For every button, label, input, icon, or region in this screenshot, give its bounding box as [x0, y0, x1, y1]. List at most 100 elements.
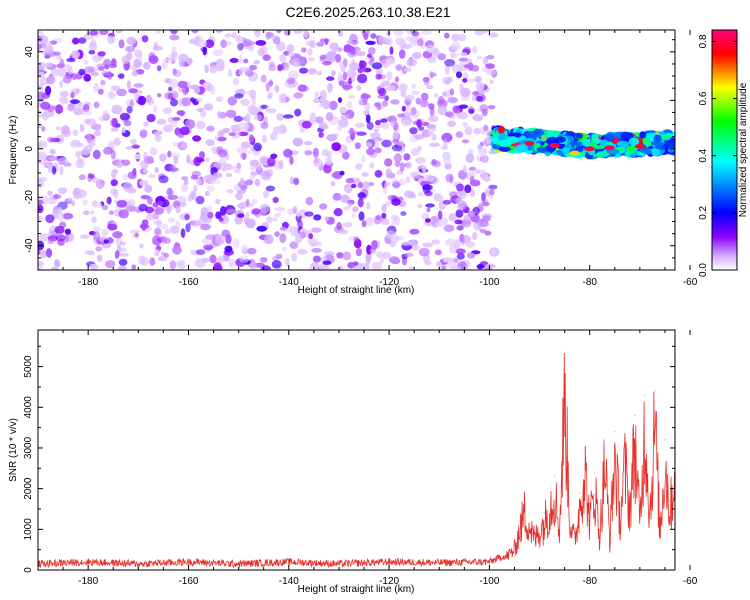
snr-point	[523, 500, 526, 502]
noise-speckle	[442, 91, 447, 97]
noise-speckle	[332, 192, 342, 201]
snr-point	[604, 439, 606, 441]
signal-blob	[591, 133, 599, 142]
noise-speckle	[170, 30, 178, 35]
noise-speckle	[146, 113, 156, 123]
signal-blob	[555, 136, 567, 143]
noise-speckle	[420, 92, 429, 102]
snr-point	[288, 561, 290, 563]
noise-speckle	[408, 240, 416, 247]
noise-speckle	[349, 127, 354, 135]
noise-speckle	[358, 98, 364, 107]
noise-speckle	[53, 51, 61, 56]
noise-speckle	[307, 57, 315, 62]
noise-speckle	[277, 64, 283, 72]
noise-speckle	[437, 210, 443, 220]
noise-speckle	[94, 124, 102, 131]
noise-speckle	[78, 37, 87, 44]
noise-speckle	[101, 228, 109, 237]
noise-speckle	[428, 128, 435, 136]
y-tick-label: 20	[24, 94, 35, 106]
noise-speckle	[234, 93, 244, 99]
noise-speckle	[56, 211, 65, 221]
noise-speckle	[374, 141, 380, 150]
noise-speckle	[319, 203, 328, 210]
signal-blob	[491, 137, 499, 145]
noise-speckle	[482, 215, 491, 222]
noise-speckle	[312, 147, 319, 158]
noise-speckle	[75, 142, 84, 148]
noise-speckle	[474, 76, 482, 83]
noise-speckle	[455, 131, 464, 139]
noise-speckle	[237, 43, 244, 51]
noise-speckle	[245, 198, 250, 207]
noise-speckle	[442, 76, 452, 85]
noise-speckle	[139, 129, 148, 139]
noise-speckle	[450, 265, 461, 270]
noise-speckle	[149, 147, 158, 156]
noise-speckle	[468, 108, 475, 114]
noise-speckle	[330, 181, 336, 187]
noise-speckle	[85, 118, 97, 126]
y-tick-label: -40	[24, 238, 35, 253]
noise-speckle	[99, 30, 109, 36]
noise-speckle	[365, 217, 374, 227]
noise-speckle	[390, 120, 396, 127]
noise-speckle	[410, 106, 417, 116]
noise-speckle	[38, 71, 45, 79]
noise-speckle	[216, 257, 224, 264]
noise-speckle	[134, 232, 139, 238]
noise-speckle	[255, 40, 267, 46]
noise-speckle	[67, 197, 73, 202]
noise-speckle	[410, 147, 420, 156]
noise-speckle	[394, 121, 399, 132]
noise-speckle	[301, 120, 312, 129]
noise-speckle	[209, 65, 218, 74]
noise-speckle	[272, 217, 278, 222]
signal-blob	[667, 147, 675, 153]
noise-speckle	[332, 42, 339, 53]
snr-point	[513, 544, 516, 547]
noise-speckle	[313, 214, 322, 221]
noise-speckle	[485, 63, 495, 69]
noise-speckle	[391, 144, 403, 152]
noise-speckle	[443, 155, 452, 165]
noise-speckle	[228, 132, 236, 137]
noise-speckle	[365, 255, 371, 265]
noise-speckle	[453, 258, 459, 264]
noise-speckle	[340, 194, 350, 203]
noise-speckle	[205, 139, 215, 147]
noise-speckle	[385, 230, 396, 239]
noise-speckle	[182, 85, 189, 95]
noise-speckle	[324, 157, 333, 166]
noise-speckle	[56, 54, 62, 61]
noise-speckle	[38, 215, 44, 222]
noise-speckle	[411, 83, 417, 90]
noise-speckle	[292, 206, 298, 214]
noise-speckle	[190, 97, 195, 103]
noise-speckle	[361, 220, 367, 228]
y-tick-label: 0	[24, 146, 35, 152]
signal-peak	[604, 145, 615, 151]
noise-speckle	[214, 135, 219, 141]
noise-speckle	[203, 244, 214, 251]
noise-speckle	[342, 71, 348, 81]
noise-speckle	[359, 60, 364, 70]
x-tick-label: -140	[279, 277, 299, 288]
noise-speckle	[270, 34, 277, 40]
signal-blob	[639, 148, 651, 153]
noise-speckle	[112, 168, 119, 175]
signal-blob	[628, 137, 640, 146]
noise-speckle	[358, 211, 365, 221]
noise-speckle	[148, 173, 157, 179]
noise-speckle	[385, 57, 396, 65]
noise-speckle	[128, 88, 138, 94]
noise-speckle	[403, 252, 414, 258]
signal-blob	[651, 141, 665, 146]
noise-speckle	[196, 97, 203, 103]
signal-blob	[639, 131, 647, 139]
noise-speckle	[375, 119, 381, 126]
noise-speckle	[266, 216, 273, 224]
snr-point	[87, 561, 89, 563]
noise-speckle	[426, 207, 431, 213]
